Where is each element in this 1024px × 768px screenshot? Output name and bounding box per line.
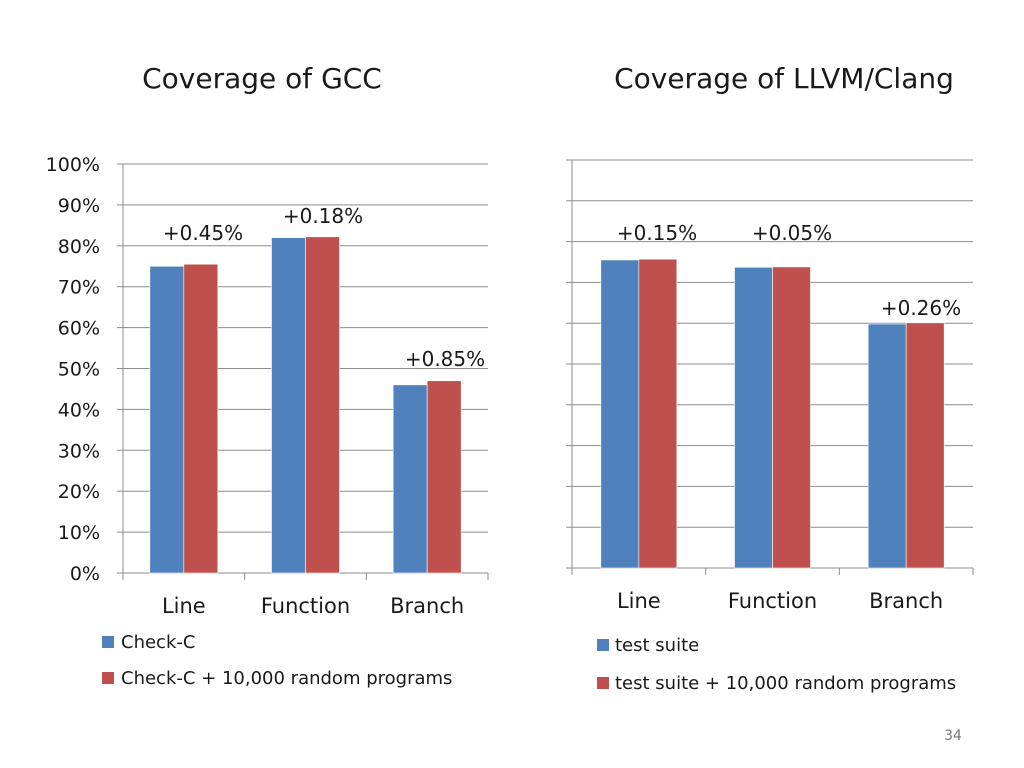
llvm-legend-swatch-2 [597, 677, 609, 689]
gcc-y-tick-label: 40% [58, 399, 100, 421]
page-number: 34 [944, 728, 962, 744]
gcc-y-tick-label: 100% [46, 154, 100, 176]
gcc-chart-title: Coverage of GCC [142, 62, 382, 95]
gcc-delta-label: +0.85% [405, 347, 485, 371]
llvm-category-label: Line [617, 589, 661, 613]
gcc-category-label: Function [261, 594, 350, 618]
gcc-y-tick-label: 50% [58, 359, 100, 381]
gcc-y-tick-label: 70% [58, 277, 100, 299]
gcc-coverage-chart: Coverage of GCC 0% 10% 20% 30% 40% 50% 60% 70% 8… [46, 62, 489, 689]
gcc-y-tick-label: 30% [58, 440, 100, 462]
llvm-bar-line-series1 [600, 259, 640, 569]
gcc-y-tick-label: 90% [58, 195, 100, 217]
llvm-bar-function-series2 [772, 266, 811, 569]
llvm-coverage-chart: Coverage of LLVM/Clang Line Function Branc… [566, 62, 974, 694]
llvm-chart-title: Coverage of LLVM/Clang [614, 62, 954, 95]
gcc-legend-swatch-2 [102, 672, 114, 684]
gcc-bar-function-series2 [305, 236, 340, 574]
gcc-bar-line-series2 [183, 263, 219, 574]
llvm-delta-label: +0.05% [752, 221, 832, 245]
llvm-legend-label-2: test suite + 10,000 random programs [615, 673, 956, 694]
llvm-category-label: Function [728, 589, 817, 613]
gcc-y-tick-label: 80% [58, 236, 100, 258]
llvm-bar-line-series2 [638, 258, 678, 569]
gcc-category-label: Line [162, 594, 206, 618]
llvm-bar-branch-series1 [867, 323, 907, 569]
llvm-bar-function-series1 [734, 267, 773, 569]
llvm-legend-label-1: test suite [615, 635, 699, 656]
llvm-delta-label: +0.26% [881, 296, 961, 320]
gcc-y-tick-label: 10% [58, 522, 100, 544]
gcc-delta-label: +0.45% [163, 221, 243, 245]
llvm-bar-branch-series2 [905, 322, 945, 569]
llvm-delta-label: +0.15% [617, 221, 697, 245]
gcc-bar-function-series1 [271, 237, 306, 574]
gcc-bar-branch-series2 [426, 380, 462, 574]
gcc-legend-label-1: Check-C [121, 632, 195, 653]
gcc-y-tick-label: 0% [70, 563, 100, 585]
llvm-legend-swatch-1 [597, 639, 609, 651]
llvm-category-label: Branch [869, 589, 943, 613]
gcc-bar-branch-series1 [392, 384, 428, 574]
gcc-legend-label-2: Check-C + 10,000 random programs [121, 668, 452, 689]
gcc-delta-label: +0.18% [283, 204, 363, 228]
gcc-category-label: Branch [390, 594, 464, 618]
gcc-y-tick-label: 60% [58, 318, 100, 340]
gcc-y-tick-label: 20% [58, 481, 100, 503]
gcc-bar-line-series1 [149, 265, 185, 574]
gcc-legend-swatch-1 [102, 636, 114, 648]
